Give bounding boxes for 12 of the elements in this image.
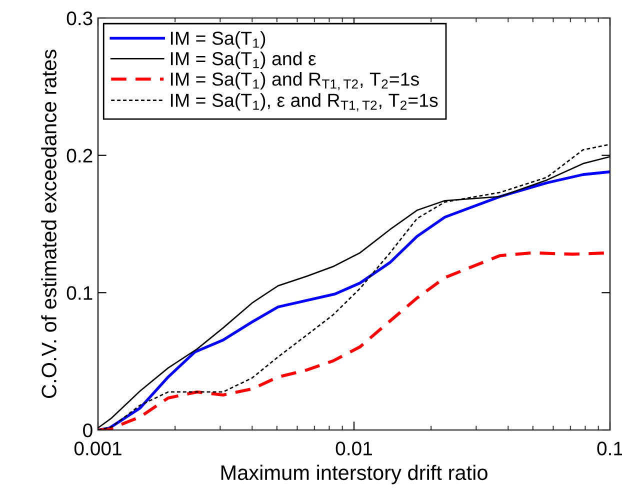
y-tick-label: 0.3 (66, 11, 92, 26)
y-axis-title: C.O.V. of estimated exceedance rates (41, 50, 56, 398)
y-tick-label: 0.2 (66, 148, 92, 163)
legend-label: IM = Sa(T$_{1}$) and ε (170, 52, 316, 70)
legend-label: IM = Sa(T$_{1}$), ε and R$_{T1,T2}$, T$_{2}$=1s (170, 93, 438, 112)
x-tick-label: 0.001 (74, 442, 122, 456)
y-tick-label: 0.1 (66, 286, 92, 300)
legend-label: IM = Sa(T$_{1}$) (170, 31, 266, 49)
x-tick-label: 0.01 (336, 442, 372, 456)
x-axis-title: Maximum interstory drift ratio (221, 464, 488, 484)
legend-label: IM = Sa(T$_{1}$) and R$_{T1,T2}$, T$_{2}$=1s (170, 72, 419, 90)
y-tick-label: 0 (83, 423, 92, 438)
